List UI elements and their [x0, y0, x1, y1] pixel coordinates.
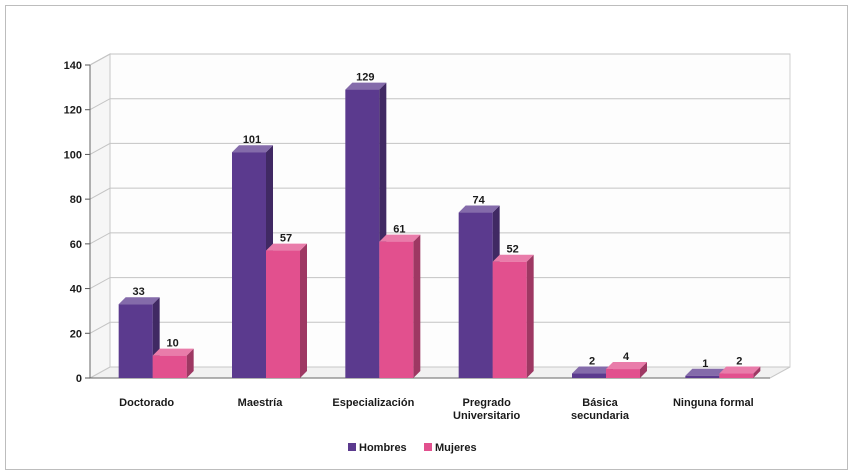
gridline [89, 321, 790, 334]
bar-top [379, 234, 421, 242]
gridline [89, 187, 790, 200]
y-tick-label: 100 [64, 149, 82, 161]
x-category-label: Básica secundaria [571, 397, 630, 422]
legend-label-mujeres: Mujeres [435, 442, 477, 454]
bar-top [685, 368, 727, 376]
bar-hombres [458, 205, 500, 378]
bar-top [719, 366, 761, 374]
y-tick-label: 80 [70, 194, 82, 206]
bar-top [492, 254, 534, 262]
bar-mujeres [266, 243, 307, 378]
gridline [89, 142, 790, 155]
gridline [89, 277, 790, 290]
bar-front [118, 304, 153, 378]
bar-top [606, 362, 647, 370]
bar-mujeres [152, 348, 194, 378]
gridline [89, 53, 790, 66]
y-tick-label: 60 [70, 239, 82, 251]
bar-side [300, 243, 307, 378]
plot-back-wall [109, 53, 791, 368]
bar-top [152, 348, 194, 356]
data-label: 2 [589, 356, 595, 368]
bar-side [413, 234, 421, 378]
bar-side [640, 362, 647, 378]
data-label: 74 [473, 195, 486, 207]
bar-side [186, 348, 194, 378]
gridline [89, 98, 790, 111]
x-category-label: Doctorado [119, 397, 174, 409]
plot-side-wall [89, 53, 111, 379]
legend-label-hombres: Hombres [359, 442, 407, 454]
bar-side [753, 366, 761, 378]
bar-front [345, 89, 380, 378]
bar-front [606, 369, 640, 378]
bar-top [266, 243, 307, 251]
y-tick-label: 40 [70, 284, 82, 296]
x-category-label: Ninguna formal [673, 397, 754, 409]
data-label: 4 [623, 351, 630, 363]
y-tick-label: 120 [64, 105, 82, 117]
bar-top [232, 145, 273, 153]
x-category-label: Maestría [238, 397, 284, 409]
data-label: 57 [280, 233, 292, 245]
bar-front [492, 261, 527, 378]
bar-front [458, 212, 493, 378]
bar-top [572, 366, 613, 374]
data-label: 2 [736, 356, 742, 368]
plot-floor [89, 366, 791, 379]
bar-side [526, 254, 534, 378]
data-label: 101 [243, 134, 261, 146]
bar-mujeres [492, 254, 534, 378]
bar-mujeres [379, 234, 421, 378]
data-label: 1 [702, 358, 708, 370]
legend-swatch-hombres [348, 443, 356, 451]
y-tick-label: 20 [70, 328, 82, 340]
bar-top [118, 297, 160, 305]
bar-top [458, 205, 500, 213]
y-tick-label: 0 [76, 373, 82, 385]
data-label: 33 [133, 286, 145, 298]
legend-swatch-mujeres [424, 443, 432, 451]
data-label: 10 [167, 338, 179, 350]
bar-front [719, 373, 754, 378]
data-label: 52 [507, 244, 519, 256]
bar-hombres [345, 82, 387, 378]
bar-front [232, 152, 266, 378]
bar-front [685, 375, 720, 378]
data-label: 129 [356, 72, 374, 84]
bar-top [345, 82, 387, 90]
x-category-label: Pregrado Universitario [453, 397, 521, 422]
bar-mujeres [719, 366, 761, 378]
data-label: 61 [393, 224, 405, 236]
bar-front [379, 241, 414, 378]
bar-front [266, 250, 300, 378]
bar-front [152, 355, 187, 378]
y-tick-label: 140 [64, 60, 82, 72]
bar-mujeres [606, 362, 647, 378]
x-category-label: Especialización [332, 397, 414, 409]
gridline [89, 232, 790, 245]
bar-front [572, 373, 606, 378]
